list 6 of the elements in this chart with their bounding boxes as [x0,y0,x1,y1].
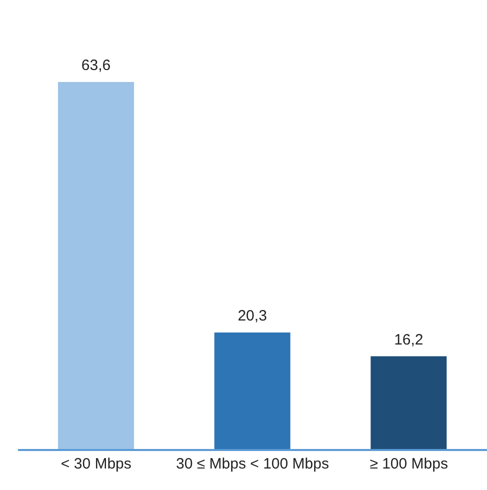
data-label: 63,6 [81,57,111,74]
x-tick-label: 30 ≤ Mbps < 100 Mbps [176,456,329,473]
data-label: 20,3 [238,308,267,325]
x-tick-label: ≥ 100 Mbps [370,456,448,473]
data-label: 16,2 [394,331,424,348]
x-tick-label: < 30 Mbps [60,456,132,473]
